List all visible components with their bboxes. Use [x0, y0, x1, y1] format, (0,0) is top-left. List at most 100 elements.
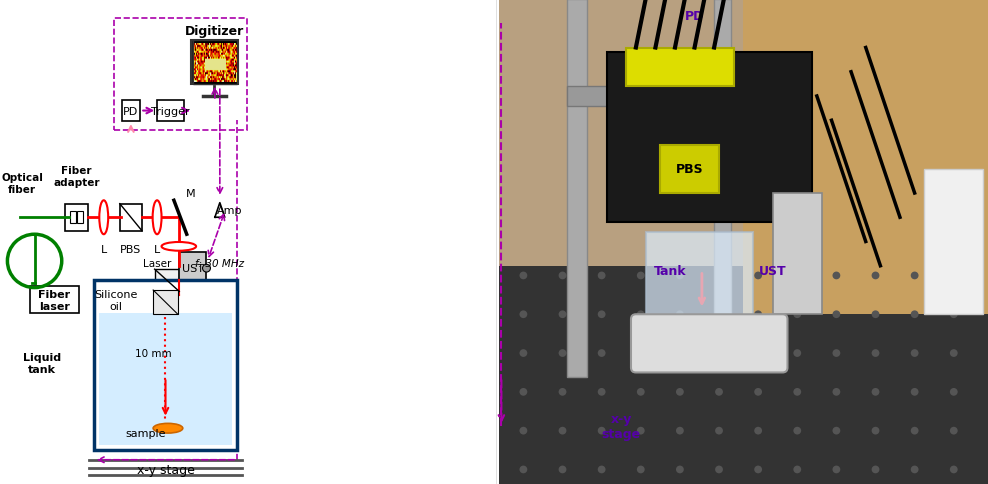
- Text: Optical
fiber: Optical fiber: [1, 173, 43, 195]
- Circle shape: [833, 466, 841, 473]
- Circle shape: [676, 311, 684, 318]
- Circle shape: [754, 388, 762, 396]
- Circle shape: [911, 427, 919, 435]
- Circle shape: [637, 349, 645, 357]
- Text: Liquid
tank: Liquid tank: [23, 352, 61, 374]
- FancyBboxPatch shape: [65, 204, 88, 231]
- FancyBboxPatch shape: [631, 315, 787, 373]
- Text: UST: UST: [759, 265, 786, 277]
- FancyBboxPatch shape: [77, 212, 83, 224]
- Text: Silicone
oil: Silicone oil: [95, 289, 137, 311]
- Text: Tank: Tank: [654, 265, 687, 277]
- Circle shape: [793, 388, 801, 396]
- FancyBboxPatch shape: [157, 101, 184, 121]
- FancyBboxPatch shape: [122, 101, 140, 121]
- Circle shape: [911, 349, 919, 357]
- Circle shape: [598, 466, 606, 473]
- Circle shape: [520, 388, 528, 396]
- Circle shape: [949, 311, 957, 318]
- Circle shape: [911, 311, 919, 318]
- Circle shape: [949, 466, 957, 473]
- Circle shape: [676, 388, 684, 396]
- Circle shape: [871, 311, 879, 318]
- Text: Trigger: Trigger: [151, 106, 190, 116]
- Circle shape: [637, 427, 645, 435]
- FancyBboxPatch shape: [70, 212, 76, 224]
- Circle shape: [871, 388, 879, 396]
- Circle shape: [558, 427, 566, 435]
- Circle shape: [598, 311, 606, 318]
- Circle shape: [911, 388, 919, 396]
- Text: Fiber
adapter: Fiber adapter: [53, 166, 100, 187]
- Text: f: 30 MHz: f: 30 MHz: [196, 259, 244, 269]
- Text: x-y stage: x-y stage: [136, 463, 195, 476]
- Ellipse shape: [153, 424, 183, 433]
- FancyBboxPatch shape: [179, 253, 206, 285]
- Circle shape: [793, 349, 801, 357]
- Circle shape: [793, 466, 801, 473]
- Circle shape: [833, 272, 841, 280]
- Text: Digitizer: Digitizer: [186, 25, 244, 38]
- Circle shape: [793, 272, 801, 280]
- Text: M: M: [186, 189, 195, 198]
- Circle shape: [558, 388, 566, 396]
- Circle shape: [715, 427, 723, 435]
- Text: PBS: PBS: [121, 244, 141, 254]
- Text: L: L: [154, 244, 160, 254]
- Circle shape: [637, 466, 645, 473]
- Text: PD: PD: [124, 106, 138, 116]
- Circle shape: [598, 388, 606, 396]
- Polygon shape: [153, 290, 178, 315]
- Circle shape: [558, 466, 566, 473]
- Circle shape: [949, 427, 957, 435]
- Circle shape: [754, 427, 762, 435]
- Text: x-y
stage: x-y stage: [602, 412, 641, 440]
- Circle shape: [754, 466, 762, 473]
- Circle shape: [676, 272, 684, 280]
- FancyBboxPatch shape: [192, 41, 238, 85]
- Circle shape: [793, 427, 801, 435]
- Circle shape: [520, 349, 528, 357]
- Circle shape: [949, 272, 957, 280]
- Text: PD: PD: [685, 11, 704, 23]
- Circle shape: [637, 272, 645, 280]
- FancyBboxPatch shape: [193, 41, 237, 85]
- Circle shape: [793, 311, 801, 318]
- Circle shape: [637, 388, 645, 396]
- Circle shape: [520, 272, 528, 280]
- FancyBboxPatch shape: [120, 204, 142, 231]
- FancyBboxPatch shape: [714, 0, 731, 339]
- Circle shape: [598, 427, 606, 435]
- FancyBboxPatch shape: [154, 270, 179, 291]
- FancyBboxPatch shape: [660, 145, 719, 194]
- Circle shape: [911, 466, 919, 473]
- Circle shape: [676, 349, 684, 357]
- Circle shape: [520, 427, 528, 435]
- Circle shape: [871, 349, 879, 357]
- Circle shape: [558, 349, 566, 357]
- Circle shape: [558, 272, 566, 280]
- FancyBboxPatch shape: [925, 169, 983, 315]
- Circle shape: [715, 388, 723, 396]
- FancyBboxPatch shape: [567, 0, 587, 378]
- Circle shape: [715, 466, 723, 473]
- FancyBboxPatch shape: [99, 313, 232, 445]
- FancyBboxPatch shape: [626, 48, 734, 87]
- FancyBboxPatch shape: [94, 281, 237, 450]
- Circle shape: [833, 349, 841, 357]
- Circle shape: [203, 265, 210, 272]
- Text: Amp: Amp: [217, 206, 242, 215]
- Ellipse shape: [152, 201, 161, 235]
- Circle shape: [911, 272, 919, 280]
- Circle shape: [871, 427, 879, 435]
- Circle shape: [715, 349, 723, 357]
- Ellipse shape: [161, 242, 196, 251]
- FancyBboxPatch shape: [773, 194, 822, 315]
- FancyBboxPatch shape: [30, 287, 79, 314]
- Circle shape: [754, 311, 762, 318]
- Circle shape: [715, 272, 723, 280]
- FancyBboxPatch shape: [499, 266, 988, 484]
- Circle shape: [676, 427, 684, 435]
- Ellipse shape: [99, 201, 108, 235]
- Text: PBS: PBS: [676, 163, 703, 176]
